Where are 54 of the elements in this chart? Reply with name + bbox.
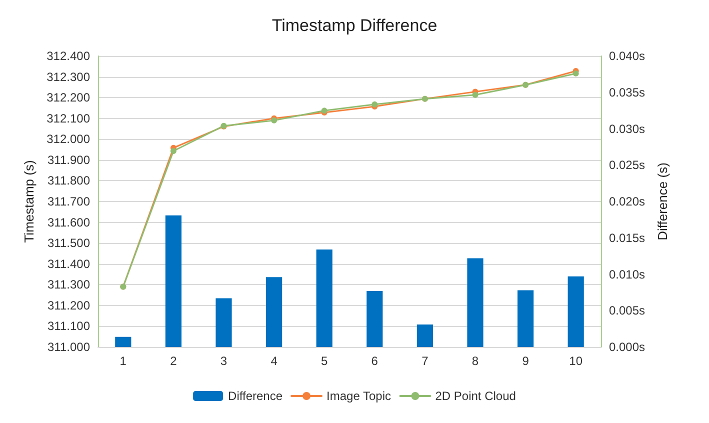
point <box>372 101 378 108</box>
y-axis-title: Timestamp (s) <box>22 160 37 243</box>
x-tick-label: 7 <box>422 354 429 368</box>
y-tick-label: 312.400 <box>46 49 90 63</box>
bar <box>165 215 182 347</box>
x-tick-label: 4 <box>270 354 278 368</box>
x-tick-label: 9 <box>522 354 530 368</box>
bar <box>115 336 132 347</box>
bar <box>366 290 383 347</box>
y-tick-label: 311.700 <box>48 194 90 208</box>
y-tick-label: 311.100 <box>48 319 90 334</box>
bar <box>568 276 584 347</box>
y2-tick-label: 0.015s <box>609 230 646 245</box>
x-tick-label: 6 <box>371 354 378 368</box>
y2-tick-label: 0.025s <box>609 158 646 172</box>
y-tick-label: 312.100 <box>46 111 90 126</box>
y2-tick-label: 0.020s <box>609 194 646 208</box>
legend-label: Image Topic <box>326 389 392 403</box>
x-tick-label: 5 <box>321 354 328 368</box>
y-tick-label: 311.900 <box>48 152 90 167</box>
bar <box>467 258 484 347</box>
y-tick-label: 312.200 <box>46 90 90 105</box>
y-tick-label: 312.000 <box>46 132 90 146</box>
x-tick-label: 3 <box>220 354 228 368</box>
y2-tick-label: 0.010s <box>609 267 646 282</box>
point <box>170 148 176 154</box>
y-tick-label: 311.200 <box>48 298 90 312</box>
bar <box>266 277 282 347</box>
point <box>572 70 579 76</box>
chart-title: Timestamp Difference <box>272 16 438 35</box>
x-tick-label: 8 <box>472 354 479 368</box>
y-tick-label: 311.000 <box>48 340 90 354</box>
y-tick-label: 312.300 <box>46 70 90 84</box>
y2-tick-label: 0.035s <box>609 85 646 100</box>
bar <box>416 324 433 347</box>
y-tick-label: 311.400 <box>48 256 90 271</box>
bar <box>216 298 232 347</box>
y2-tick-label: 0.040s <box>609 49 646 63</box>
x-tick-label: 10 <box>569 354 583 368</box>
y2-tick-label: 0.030s <box>609 122 646 136</box>
y2-axis-title: Difference (s) <box>654 162 670 240</box>
x-tick-label: 1 <box>120 354 127 368</box>
y-tick-label: 311.300 <box>48 278 90 292</box>
y-tick-label: 311.500 <box>48 236 90 250</box>
y2-tick-label: 0.005s <box>609 304 646 318</box>
legend-label: Difference <box>228 389 283 403</box>
bar <box>518 290 534 347</box>
y-tick-label: 311.600 <box>48 215 90 230</box>
y2-tick-label: 0.000s <box>609 340 646 354</box>
bar <box>316 250 332 347</box>
y-tick-label: 311.800 <box>48 174 90 188</box>
legend-label: 2D Point Cloud <box>435 389 516 403</box>
x-tick-label: 2 <box>170 354 178 368</box>
point <box>472 92 478 98</box>
